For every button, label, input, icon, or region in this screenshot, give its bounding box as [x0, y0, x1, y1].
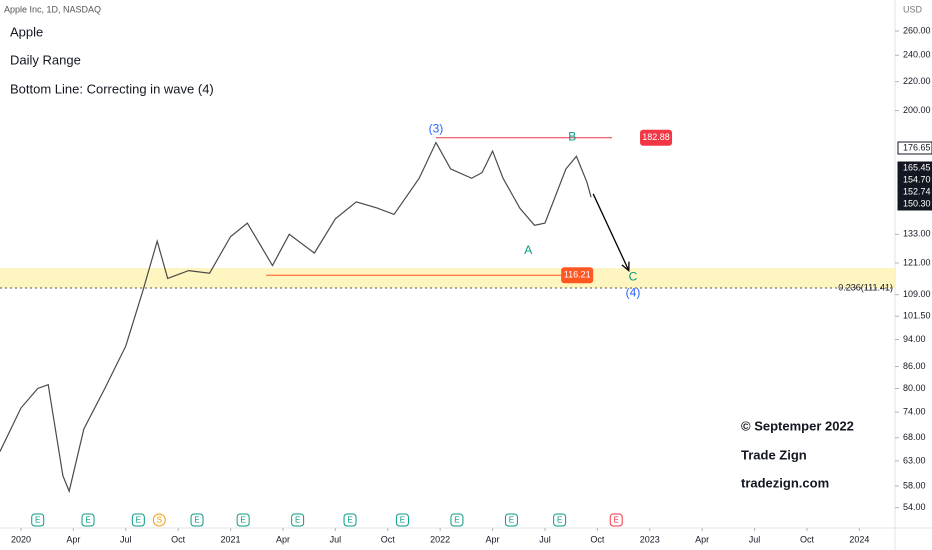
event-label: E	[295, 516, 300, 525]
event-icon	[343, 513, 357, 527]
x-tick-label: Jul	[539, 534, 551, 544]
level-label-box	[561, 267, 594, 284]
y-tick-label: 63.00	[903, 455, 926, 465]
x-tick-label: Jul	[120, 534, 132, 544]
y-tick-label: 86.00	[903, 361, 926, 371]
price-line	[0, 141, 592, 494]
event-icon	[31, 513, 45, 527]
event-label: E	[136, 516, 141, 525]
y-tick-label: 240.00	[903, 50, 931, 60]
wave-label: A	[524, 243, 532, 257]
x-tick-label: Apr	[486, 534, 500, 544]
event-label: E	[240, 516, 245, 525]
arrow	[592, 193, 630, 271]
note: Bottom Line: Correcting in wave (4)	[10, 81, 214, 96]
x-tick-label: Jul	[330, 534, 342, 544]
y-tick-label: 54.00	[903, 502, 926, 512]
event-icon	[450, 513, 464, 527]
fib-label: 0.236(111.41)	[838, 282, 893, 292]
event-icon	[395, 513, 409, 527]
x-tick-label: 2023	[640, 534, 660, 544]
event-icon	[81, 513, 95, 527]
y-tick-label: 101.50	[903, 311, 931, 321]
symbol-title: Apple Inc, 1D, NASDAQ	[4, 4, 101, 14]
price-label-box	[897, 141, 932, 155]
credit: tradezign.com	[741, 475, 829, 490]
y-tick-label: 220.00	[903, 76, 931, 86]
x-tick-label: 2021	[221, 534, 241, 544]
x-tick-label: 2022	[430, 534, 450, 544]
x-tick-label: Apr	[276, 534, 290, 544]
y-tick-label: 94.00	[903, 334, 926, 344]
event-label: E	[454, 516, 459, 525]
note: Apple	[10, 24, 43, 39]
y-tick-label: 200.00	[903, 105, 931, 115]
wave-label: B	[568, 130, 576, 144]
price-label: 150.30	[903, 198, 931, 208]
credit: © Septemper 2022	[741, 418, 854, 433]
event-icon	[553, 513, 567, 527]
y-tick-label: 121.00	[903, 257, 931, 267]
event-label: E	[614, 516, 619, 525]
event-label: E	[85, 516, 90, 525]
currency: USD	[903, 4, 923, 14]
arrow-head	[621, 261, 630, 272]
event-icon	[504, 513, 518, 527]
price-label: 165.45	[903, 162, 931, 172]
x-tick-label: Oct	[590, 534, 605, 544]
support-zone	[0, 268, 895, 289]
x-tick-label: Apr	[695, 534, 709, 544]
x-tick-label: Apr	[66, 534, 80, 544]
y-tick-label: 80.00	[903, 383, 926, 393]
level-label: 182.88	[642, 132, 670, 142]
x-tick-label: Jul	[749, 534, 761, 544]
credit: Trade Zign	[741, 447, 807, 462]
price-label: 154.70	[903, 174, 931, 184]
event-label: E	[400, 516, 405, 525]
event-label: E	[557, 516, 562, 525]
event-label: E	[509, 516, 514, 525]
y-tick-label: 260.00	[903, 25, 931, 35]
note: Daily Range	[10, 52, 81, 67]
x-tick-label: 2020	[11, 534, 31, 544]
y-tick-label: 109.00	[903, 289, 931, 299]
x-tick-label: Oct	[171, 534, 186, 544]
event-label: E	[347, 516, 352, 525]
event-label: E	[35, 516, 40, 525]
price-label: 176.65	[903, 142, 931, 152]
wave-label: (4)	[626, 285, 641, 299]
event-icon	[291, 513, 305, 527]
level-label: 116.21	[564, 270, 591, 280]
wave-label: (3)	[429, 122, 444, 136]
event-label: E	[194, 516, 199, 525]
y-tick-label: 68.00	[903, 432, 926, 442]
wave-label: C	[629, 269, 638, 283]
x-tick-label: Oct	[381, 534, 396, 544]
y-tick-label: 133.00	[903, 229, 931, 239]
level-label-box	[640, 129, 673, 146]
event-icon	[609, 513, 623, 527]
event-icon	[236, 513, 250, 527]
event-icon	[152, 513, 166, 527]
event-label: S	[157, 516, 162, 525]
x-tick-label: Oct	[800, 534, 815, 544]
y-tick-label: 58.00	[903, 480, 926, 490]
x-tick-label: 2024	[849, 534, 869, 544]
price-label: 152.74	[903, 186, 931, 196]
price-label-box	[897, 197, 932, 211]
event-icon	[131, 513, 145, 527]
event-icon	[190, 513, 204, 527]
y-tick-label: 74.00	[903, 406, 926, 416]
